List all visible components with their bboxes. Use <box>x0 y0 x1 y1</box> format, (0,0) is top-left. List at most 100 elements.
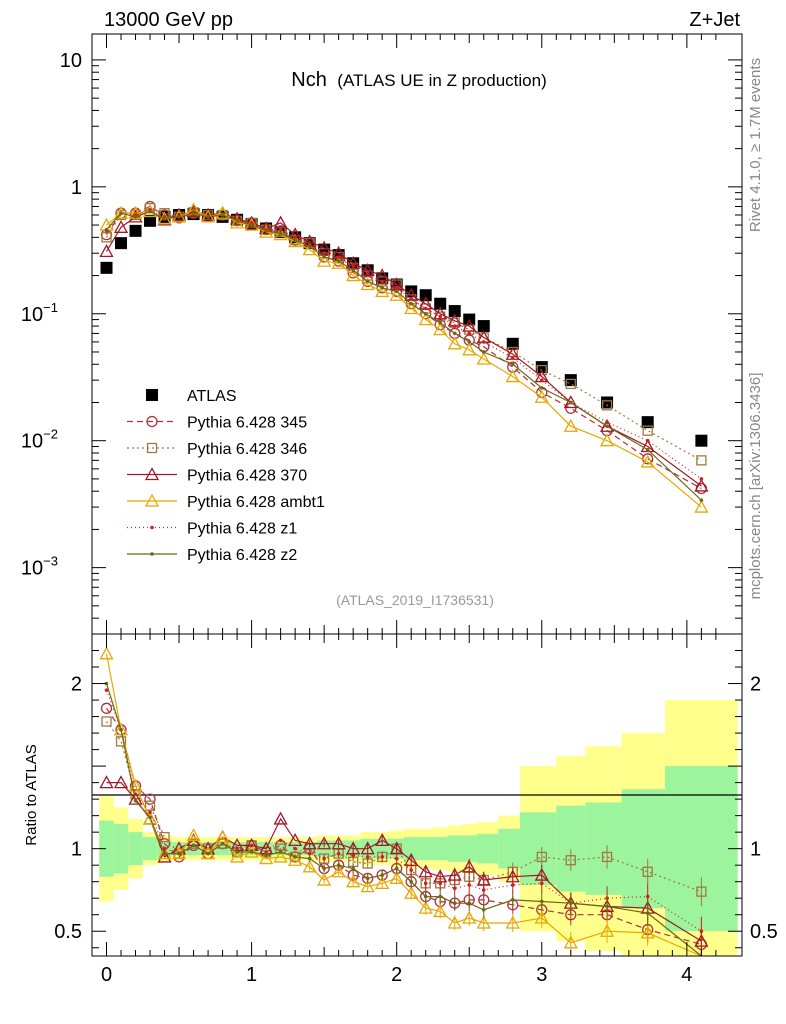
ratio-point-ambt1 <box>462 910 477 924</box>
ratio-point-z2 <box>351 866 355 871</box>
series-line-ambt1 <box>106 209 702 508</box>
ratio-point-ambt1 <box>375 875 390 889</box>
point-z2 <box>467 340 472 344</box>
legend-marker <box>144 467 160 481</box>
ratio-point-p346 <box>115 736 127 747</box>
ratio-point-ambt1 <box>640 925 655 939</box>
ratio-point-ambt1 <box>302 859 317 873</box>
ratio-y-tick-label-right: 2 <box>750 674 761 696</box>
ratio-band-inner <box>585 802 622 895</box>
ratio-point-ambt1 <box>229 849 245 863</box>
ratio-point-p370 <box>375 833 390 847</box>
point-ambt1 <box>476 351 491 365</box>
ratio-point-z1 <box>351 853 355 858</box>
point-z2 <box>409 301 413 306</box>
x-tick-label: 1 <box>246 964 257 986</box>
ratio-point-z1 <box>409 868 413 872</box>
ratio-y-tick-label: 0.5 <box>54 921 82 943</box>
point-z2 <box>699 498 704 502</box>
ratio-y-tick-label: 2 <box>71 674 82 696</box>
point-p370 <box>99 244 114 258</box>
ratio-point-ambt1 <box>534 910 549 924</box>
point-p346 <box>696 455 707 466</box>
y-tick-label: 10−3 <box>21 554 58 580</box>
ratio-point-ambt1 <box>113 722 129 736</box>
point-z2 <box>336 259 341 263</box>
ratio-point-z2 <box>104 681 109 686</box>
ratio-y-tick-label-right: 1 <box>750 839 761 861</box>
point-ambt1 <box>389 287 404 301</box>
legend-entry-p346: Pythia 6.428 346 <box>127 441 307 458</box>
ratio-point-z2 <box>191 843 196 848</box>
point-ambt1 <box>418 312 433 326</box>
point-z1 <box>351 263 355 268</box>
legend-entry-z2: Pythia 6.428 z2 <box>127 547 297 564</box>
y-tick-label: 10 <box>60 50 82 72</box>
point-ambt1 <box>404 301 419 315</box>
point-p346 <box>536 364 547 376</box>
ratio-point-z2 <box>119 727 123 732</box>
point-atlas <box>477 320 490 333</box>
ratio-point-z2 <box>423 894 428 899</box>
ratio-point-z1 <box>380 855 384 859</box>
ratio-point-z2 <box>645 911 650 915</box>
ratio-point-z1 <box>264 850 268 854</box>
series-line-p370 <box>105 210 702 487</box>
point-atlas <box>564 374 577 387</box>
y-tick-exponent: −1 <box>43 300 58 315</box>
ratio-point-ambt1 <box>389 871 404 885</box>
ratio-point-z2 <box>307 856 312 861</box>
point-p370 <box>599 418 615 432</box>
ratio-point-ambt1 <box>476 915 491 929</box>
point-z2 <box>510 362 515 367</box>
series-z2 <box>104 209 704 502</box>
ratio-point-z2 <box>293 855 297 859</box>
point-z2 <box>191 211 196 215</box>
point-z1 <box>380 279 384 284</box>
ratio-band-inner <box>621 789 666 909</box>
ratio-point-p346 <box>642 866 653 877</box>
ratio-point-z1 <box>249 843 254 848</box>
legend-marker <box>144 493 160 507</box>
ratio-point-z1 <box>467 883 472 887</box>
point-z2 <box>380 286 384 290</box>
point-z2 <box>206 215 210 219</box>
point-z2 <box>220 213 225 217</box>
ratio-point-z2 <box>568 901 573 905</box>
point-ambt1 <box>360 277 375 291</box>
ratio-point-z2 <box>380 873 384 877</box>
ratio-point-ambt1 <box>447 915 462 929</box>
point-z1 <box>365 271 370 275</box>
ratio-band-inner <box>113 823 129 874</box>
ratio-series-z2 <box>104 681 702 957</box>
x-tick-label: 4 <box>681 964 692 986</box>
point-z2 <box>605 424 609 429</box>
plot-title: Nch (ATLAS UE in Z production) <box>291 69 546 91</box>
legend-marker <box>146 442 158 454</box>
point-atlas <box>448 305 461 318</box>
point-z2 <box>322 255 326 259</box>
ratio-point-ambt1 <box>563 935 578 949</box>
ratio-point-p370 <box>447 867 462 881</box>
ratio-point-ambt1 <box>317 872 332 886</box>
point-ambt1 <box>534 389 549 403</box>
ratio-point-p346 <box>601 851 613 863</box>
point-ambt1 <box>599 433 615 447</box>
point-p370 <box>360 262 375 276</box>
ratio-point-p346 <box>536 851 547 863</box>
legend-label: Pythia 6.428 ambt1 <box>187 494 325 511</box>
ratio-point-z2 <box>322 866 326 871</box>
point-atlas <box>601 396 614 409</box>
point-ambt1 <box>694 499 709 513</box>
legend-entry-p345: Pythia 6.428 345 <box>127 415 307 432</box>
ratio-point-z2 <box>336 863 341 867</box>
ratio-point-p346 <box>696 886 707 897</box>
point-p345 <box>507 361 519 373</box>
ratio-point-ambt1 <box>505 915 520 929</box>
ratio-point-ambt1 <box>331 864 346 878</box>
point-p370 <box>563 395 578 409</box>
point-z2 <box>452 331 457 336</box>
point-z2 <box>235 219 239 223</box>
legend: ATLAS Pythia 6.428 345 Pythia 6.428 346 Pyt… <box>127 388 325 564</box>
point-atlas <box>506 337 519 350</box>
